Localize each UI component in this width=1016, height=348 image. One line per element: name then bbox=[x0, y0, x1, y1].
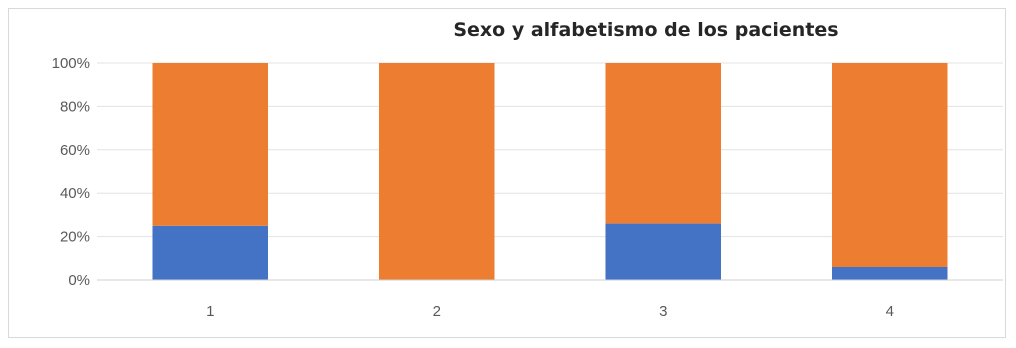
bar-segment-1-cat-3 bbox=[605, 223, 722, 280]
y-tick-label: 20% bbox=[60, 229, 90, 246]
x-tick-label: 4 bbox=[886, 303, 894, 320]
y-tick-label: 100% bbox=[52, 55, 90, 72]
x-tick-label: 1 bbox=[206, 303, 214, 320]
bar-segment-2-cat-3 bbox=[605, 63, 722, 224]
y-tick-label: 0% bbox=[68, 272, 90, 289]
bar-segment-1-cat-1 bbox=[152, 225, 269, 280]
bar-segment-2-cat-4 bbox=[831, 63, 948, 267]
y-tick-label: 80% bbox=[60, 98, 90, 115]
x-tick-label: 3 bbox=[659, 303, 667, 320]
chart-title: Sexo y alfabetismo de los pacientes bbox=[453, 19, 838, 41]
y-tick-label: 60% bbox=[60, 142, 90, 159]
bar-segment-2-cat-1 bbox=[152, 63, 269, 226]
y-axis-ticks: 0% 20% 40% 60% 80% 100% bbox=[52, 55, 90, 289]
x-axis-ticks: 1 2 3 4 bbox=[206, 303, 894, 320]
bar-segment-2-cat-2 bbox=[378, 63, 495, 280]
bars bbox=[152, 63, 948, 280]
bar-segment-1-cat-4 bbox=[831, 266, 948, 280]
y-tick-label: 40% bbox=[60, 185, 90, 202]
x-tick-label: 2 bbox=[433, 303, 441, 320]
